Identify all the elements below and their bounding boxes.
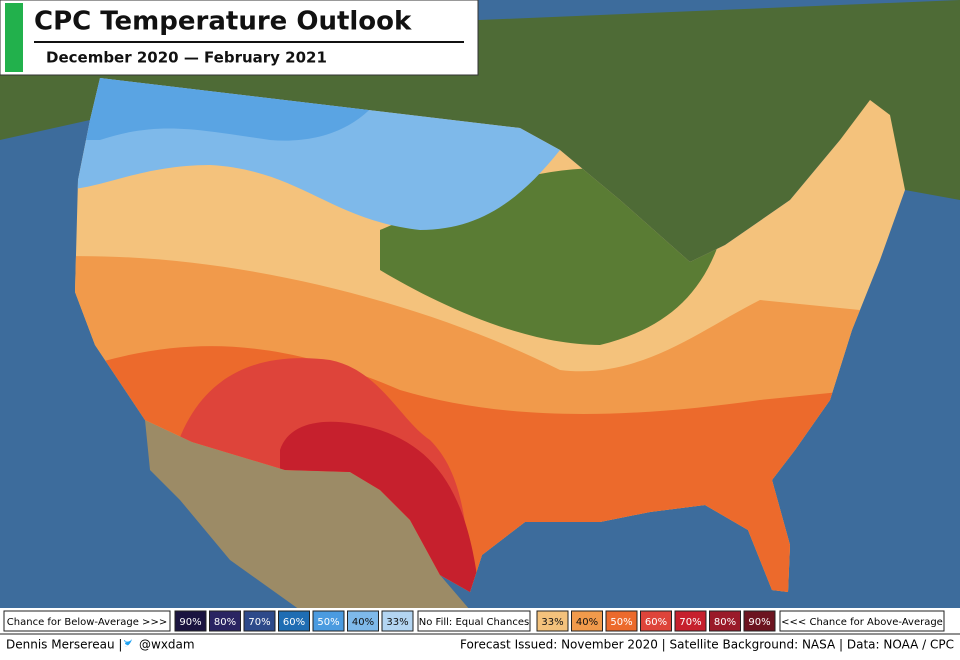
- legend-swatch: [640, 610, 672, 632]
- legend-swatch-label: 80%: [214, 617, 236, 628]
- legend-swatch-label: 33%: [386, 617, 408, 628]
- twitter-icon: [123, 639, 132, 647]
- legend-swatch: [347, 610, 379, 632]
- legend-swatch: [674, 610, 707, 632]
- footer-handle: @wxdam: [139, 638, 195, 652]
- title-box: [0, 0, 479, 76]
- footer-credits: Forecast Issued: November 2020 | Satelli…: [460, 638, 954, 652]
- legend-swatch-label: 80%: [714, 617, 736, 628]
- legend-box: [779, 610, 945, 632]
- mexico: [145, 420, 470, 610]
- legend-swatch: [381, 610, 414, 632]
- legend-swatch: [743, 610, 776, 632]
- legend-above-label: <<< Chance for Above-Average: [781, 617, 943, 628]
- subtitle: December 2020 — February 2021: [46, 49, 327, 67]
- legend-swatch: [174, 610, 207, 632]
- legend-swatch-label: 33%: [541, 617, 563, 628]
- legend-swatch: [312, 610, 345, 632]
- legend-swatch: [536, 610, 569, 632]
- legend-swatch-label: 50%: [317, 617, 339, 628]
- legend-swatch: [571, 610, 603, 632]
- title-accent: [5, 3, 23, 72]
- legend-swatch-label: 70%: [248, 617, 270, 628]
- legend-swatch-label: 40%: [576, 617, 598, 628]
- legend-swatch-label: 60%: [645, 617, 667, 628]
- legend-swatch-label: 90%: [748, 617, 770, 628]
- legend-swatch: [709, 610, 741, 632]
- legend-swatch-label: 40%: [352, 617, 374, 628]
- legend-swatch-label: 90%: [179, 617, 201, 628]
- footer-author: Dennis Mersereau |: [6, 638, 122, 652]
- legend-equal: No Fill: Equal Chances: [419, 617, 529, 628]
- legend-swatch: [605, 610, 638, 632]
- title: CPC Temperature Outlook: [34, 7, 412, 37]
- legend-swatch: [278, 610, 310, 632]
- legend-below-label: Chance for Below-Average >>>: [7, 617, 167, 628]
- legend-box: [417, 610, 531, 632]
- legend-swatch-label: 50%: [610, 617, 632, 628]
- legend-box: [3, 610, 171, 632]
- legend-swatch-label: 70%: [679, 617, 701, 628]
- legend-swatch: [209, 610, 241, 632]
- legend-swatch-label: 60%: [283, 617, 305, 628]
- legend-swatch: [243, 610, 276, 632]
